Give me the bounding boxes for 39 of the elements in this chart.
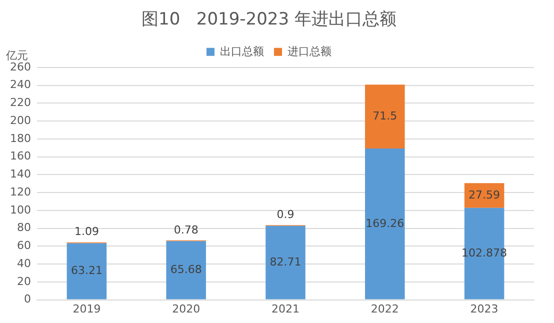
x-tick-label: 2022 [370, 302, 399, 316]
x-tick-label: 2020 [172, 302, 200, 316]
y-tick-label: 260 [10, 60, 31, 74]
x-tick-label: 2019 [72, 302, 101, 316]
bar [166, 241, 206, 300]
data-label: 0.78 [174, 223, 198, 236]
y-tick-label: 220 [10, 96, 31, 110]
bar [464, 208, 504, 300]
bar [66, 243, 107, 300]
bar [266, 226, 306, 300]
data-label: 65.68 [170, 263, 202, 276]
y-tick-label: 200 [10, 114, 31, 127]
data-label: 0.9 [276, 208, 294, 221]
y-tick-label: 240 [10, 78, 31, 92]
x-tick-label: 2021 [272, 302, 300, 316]
data-label: 27.59 [468, 188, 500, 202]
y-tick-label: 140 [10, 168, 31, 181]
x-tick-label: 2023 [470, 302, 498, 316]
chart-title: 图10 2019-2023 年进出口总额 [142, 10, 396, 30]
y-tick-label: 180 [10, 132, 31, 145]
y-axis-title: 亿元 [5, 48, 28, 62]
legend-label: 进口总额 [288, 44, 332, 58]
bar [365, 84, 405, 149]
y-tick-label: 100 [10, 203, 31, 216]
data-label: 63.21 [70, 264, 102, 278]
data-label: 1.09 [74, 225, 99, 238]
y-tick-label: 120 [10, 185, 31, 198]
bar [464, 183, 504, 208]
data-label: 169.26 [366, 216, 404, 230]
y-tick-label: 20 [16, 274, 31, 288]
y-tick-label: 80 [16, 221, 31, 234]
y-tick-label: 60 [16, 239, 31, 252]
legend-label: 出口总额 [220, 44, 264, 58]
y-tick-label: 40 [16, 256, 31, 270]
data-label: 71.5 [372, 109, 398, 122]
data-label: 82.71 [270, 255, 302, 268]
y-tick-label: 0 [24, 292, 31, 306]
bar [365, 148, 405, 300]
y-tick-label: 160 [10, 150, 31, 163]
